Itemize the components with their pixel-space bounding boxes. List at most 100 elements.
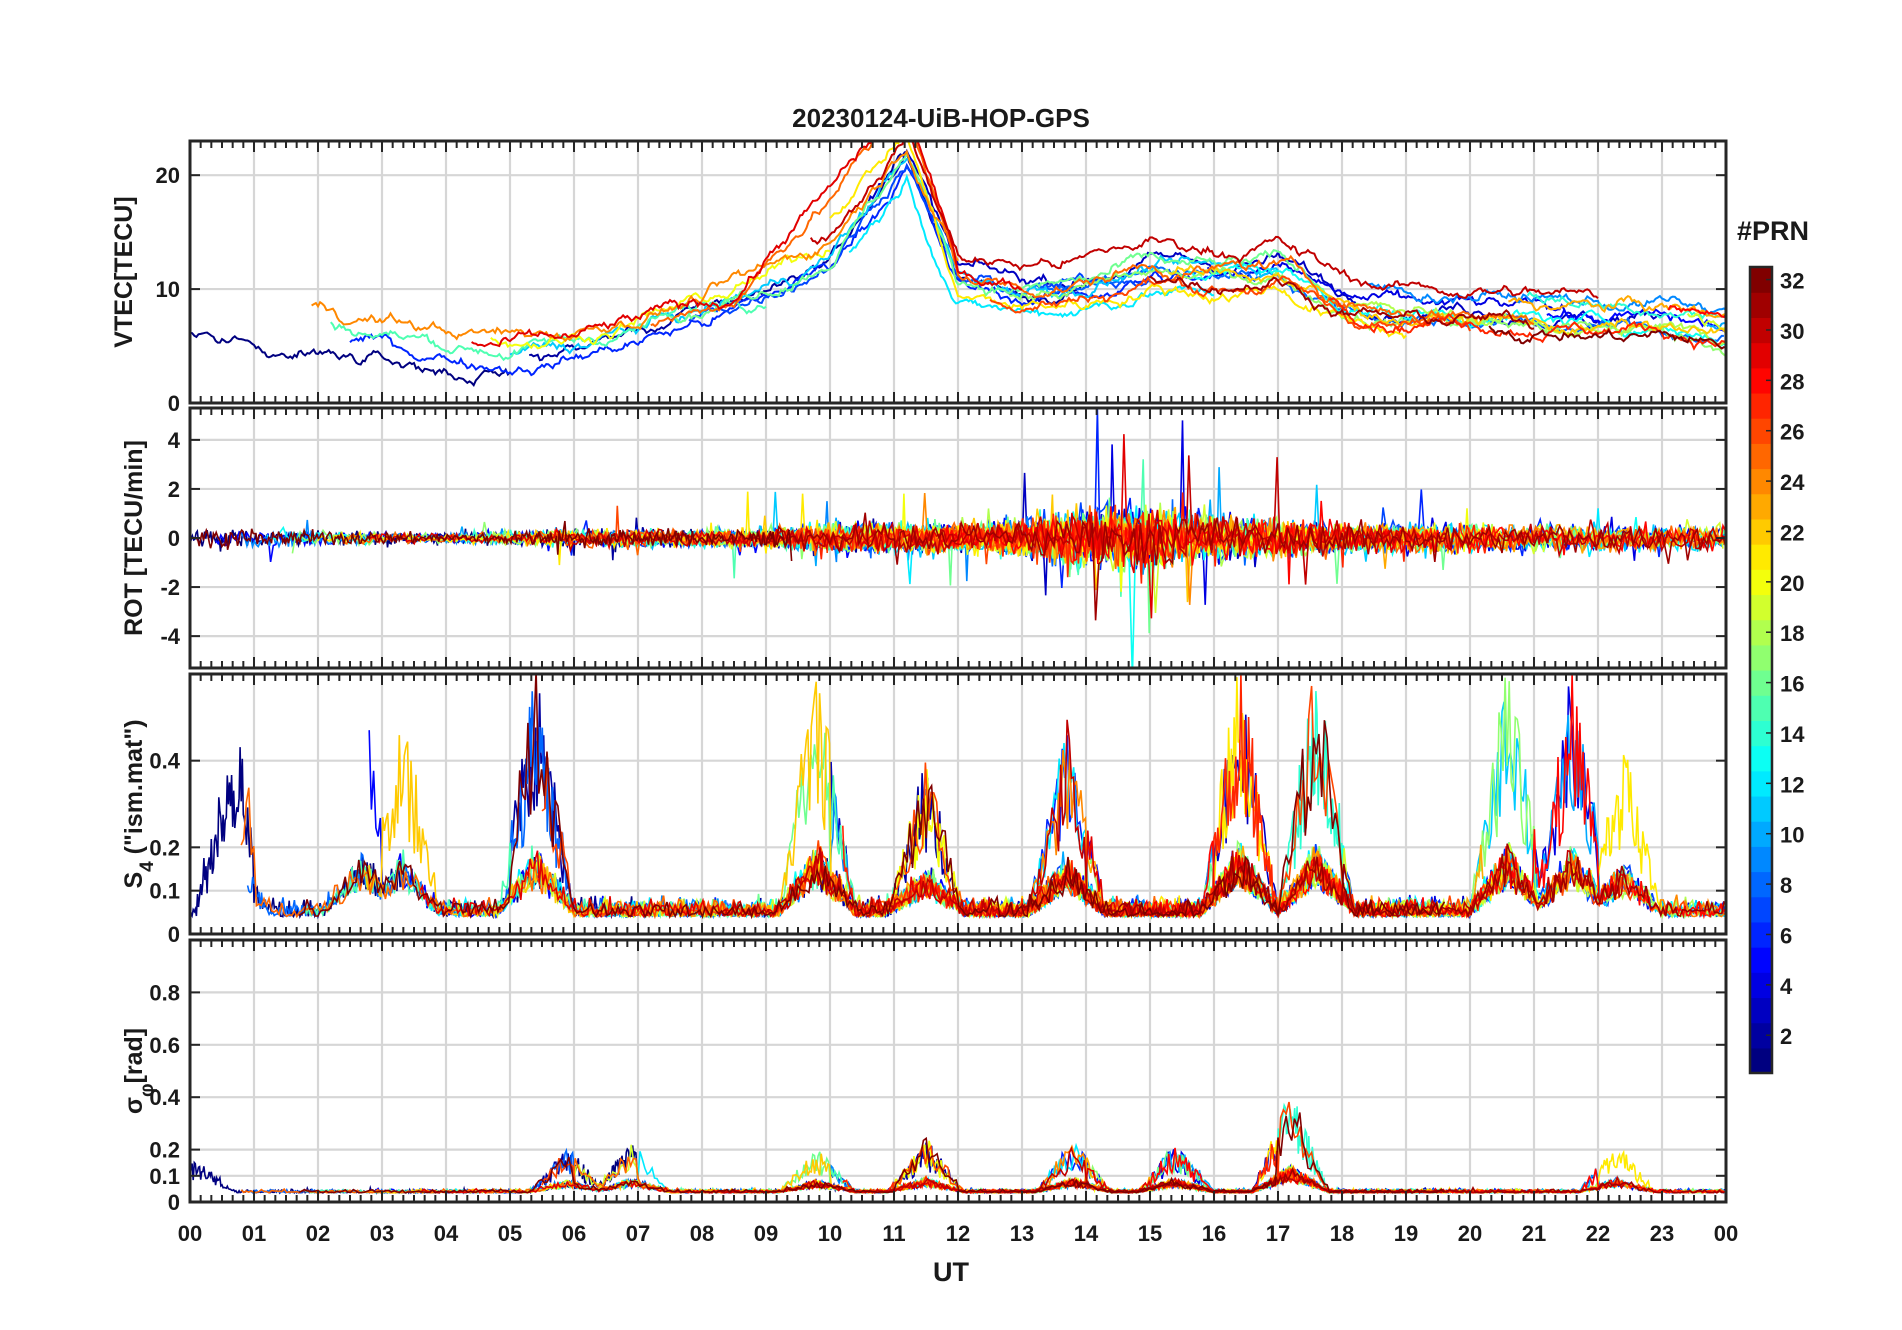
grid	[190, 141, 1726, 403]
colorbar-segment	[1750, 292, 1772, 318]
x-ticks	[189, 674, 1727, 934]
colorbar-tick-label: 12	[1780, 772, 1804, 797]
x-ticks	[189, 408, 1727, 668]
x-tick-label: 07	[626, 1221, 650, 1246]
colorbar-segment	[1750, 468, 1772, 495]
colorbar-segment	[1750, 569, 1772, 596]
colorbar-tick-label: 24	[1780, 470, 1805, 495]
y-tick-label: 0.4	[149, 749, 180, 774]
colorbar-title: #PRN	[1737, 216, 1809, 246]
colorbar-tick-label: 14	[1780, 722, 1805, 747]
colorbar-tick-label: 30	[1780, 319, 1804, 344]
rot-series-prn-32	[196, 520, 793, 562]
vtec-series-prn-32	[1488, 325, 1726, 350]
colorbar-segment	[1750, 267, 1772, 293]
figure-title: 20230124-UiB-HOP-GPS	[792, 103, 1090, 133]
x-tick-label: 11	[882, 1221, 905, 1246]
x-tick-label: 01	[242, 1221, 266, 1246]
colorbar-segment	[1750, 342, 1772, 369]
colorbar-segment	[1750, 846, 1772, 873]
vtec-series-prn-29	[471, 141, 1023, 348]
colorbar-segment	[1750, 644, 1772, 671]
x-tick-label: 10	[818, 1221, 842, 1246]
panel-2: -4 -2 0 2 4 ROT [TECU/min]	[120, 406, 1728, 670]
colorbar-segment	[1750, 871, 1772, 898]
y-tick-labels: 0 0.1 0.2 0.4	[149, 749, 1726, 947]
y-tick-label: 10	[156, 277, 180, 302]
y-tick-label: -2	[160, 575, 180, 600]
x-tick-label: 13	[1010, 1221, 1034, 1246]
vtec-series-prn-19	[1686, 312, 1726, 332]
colorbar-segment	[1750, 921, 1772, 948]
vtec-series-prn-12	[848, 173, 1215, 319]
x-tick-label: 18	[1330, 1221, 1354, 1246]
colorbar-segment	[1750, 670, 1772, 696]
x-axis-tick-labels: 00 01 02 03 04 05 06 07 08 09 10 11 12 13 14 15 16 17 18 19…	[178, 1221, 1738, 1246]
colorbar-segment	[1750, 821, 1772, 847]
vtec-series-prn-30	[809, 141, 1599, 299]
y-tick-label: 0	[168, 391, 180, 416]
colorbar-segment	[1750, 1047, 1772, 1074]
colorbar-segment	[1750, 795, 1772, 822]
colorbar-tick-label: 6	[1780, 923, 1792, 948]
x-ticks	[189, 141, 1727, 403]
panel-4: 00.10.2 0.4 0.6 0.8 σφ[rad]	[120, 938, 1728, 1215]
y-axis-label-panel-2: ROT [TECU/min]	[120, 440, 148, 636]
y-tick-label: 0	[168, 1190, 180, 1215]
x-tick-label: 14	[1074, 1221, 1099, 1246]
series-group	[190, 409, 1726, 668]
series-group	[190, 141, 1726, 388]
colorbar-segment	[1750, 317, 1772, 344]
colorbar-segment	[1750, 745, 1772, 772]
y-tick-label: 2	[168, 477, 180, 502]
y-tick-label: 0	[168, 922, 180, 947]
panel-3: 0 0.1 0.2 0.4S4 ("ism.mat")	[120, 672, 1728, 947]
colorbar-segment	[1750, 594, 1772, 621]
colorbar-tick-label: 22	[1780, 520, 1804, 545]
x-tick-label: 17	[1266, 1221, 1290, 1246]
y-tick-labels: -4 -2 0 2 4	[160, 428, 1726, 649]
colorbar-tick-label: 2	[1780, 1024, 1792, 1049]
vtec-series-prn-16	[669, 150, 1343, 324]
colorbar-segment	[1750, 619, 1772, 646]
x-ticks	[189, 940, 1727, 1202]
vtec-series-prn-10	[1706, 322, 1726, 331]
colorbar-tick-label: 4	[1780, 974, 1793, 999]
x-tick-label: 16	[1202, 1221, 1226, 1246]
colorbar-tick-label: 20	[1780, 571, 1804, 596]
colorbar-segment	[1750, 720, 1772, 747]
colorbar-tick-label: 10	[1780, 823, 1804, 848]
colorbar-frame	[1748, 265, 1774, 1075]
y-tick-label: 0.8	[149, 980, 180, 1005]
colorbar-segment	[1750, 997, 1772, 1024]
colorbar-segment	[1750, 695, 1772, 721]
colorbar-segment	[1750, 418, 1772, 444]
x-tick-label: 08	[690, 1221, 714, 1246]
x-tick-label: 23	[1650, 1221, 1674, 1246]
x-axis-label: UT	[933, 1257, 969, 1287]
y-tick-label: 0.1	[149, 879, 180, 904]
vtec-series-prn-23	[1508, 294, 1726, 319]
colorbar-tick-label: 32	[1780, 269, 1804, 294]
y-tick-label: 0.2	[149, 835, 180, 860]
vtec-series-prn-9	[1367, 282, 1726, 316]
vtec-series-prn-25	[650, 141, 1535, 328]
colorbar-segment	[1750, 518, 1772, 545]
vtec-series-prn-31	[1149, 275, 1535, 330]
y-tick-label: 0.4	[149, 1085, 180, 1110]
colorbar-segment	[1750, 770, 1772, 797]
colorbar-segment	[1750, 367, 1772, 394]
x-tick-label: 06	[562, 1221, 586, 1246]
x-tick-label: 09	[754, 1221, 778, 1246]
x-tick-label: 12	[946, 1221, 970, 1246]
y-tick-label: 0.2	[149, 1138, 180, 1163]
y-tick-label: 20	[156, 163, 180, 188]
x-tick-label: 20	[1458, 1221, 1482, 1246]
y-tick-label: 0.1	[149, 1164, 180, 1189]
x-tick-label: 21	[1522, 1221, 1546, 1246]
series-group	[190, 674, 1726, 920]
colorbar-segment	[1750, 392, 1772, 419]
x-tick-label: 15	[1138, 1221, 1162, 1246]
colorbar-tick-label: 18	[1780, 621, 1804, 646]
